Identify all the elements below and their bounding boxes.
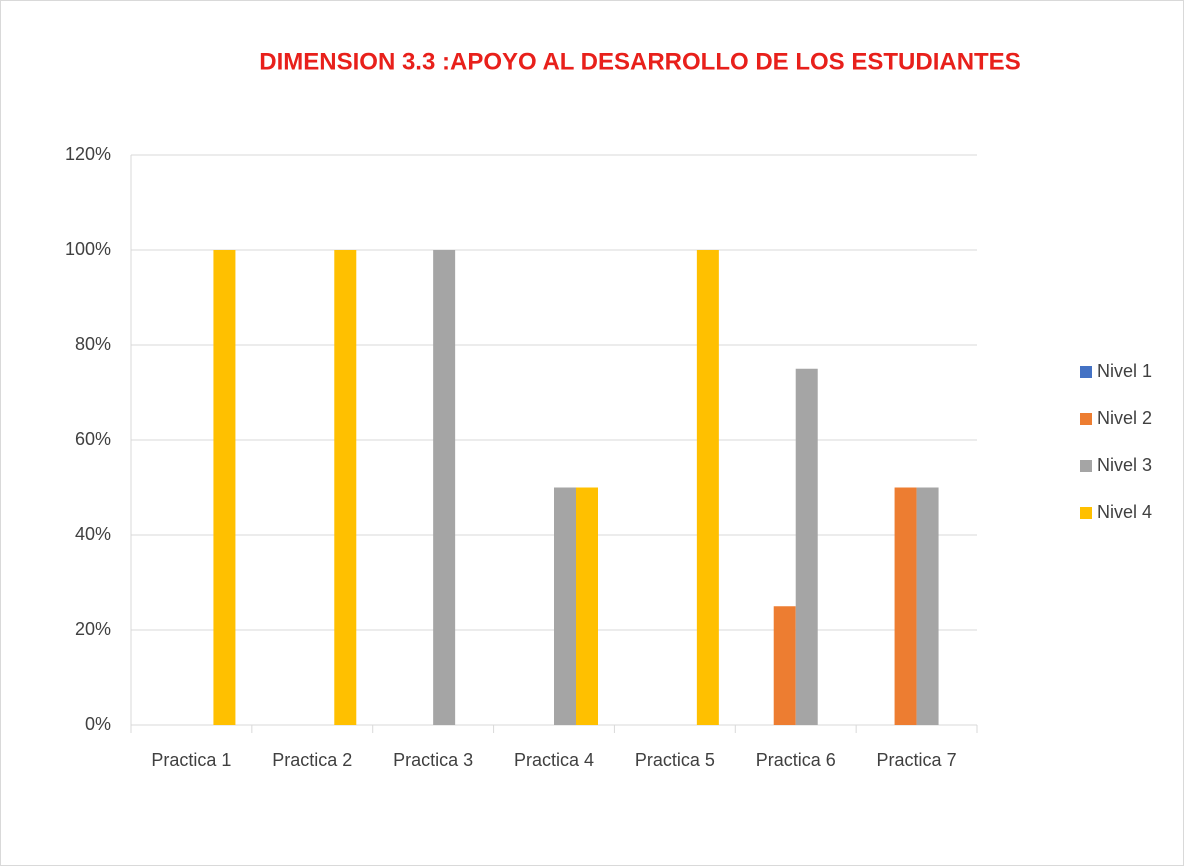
legend-swatch <box>1080 366 1092 378</box>
y-tick-label: 80% <box>75 334 111 354</box>
legend-swatch <box>1080 507 1092 519</box>
legend-label: Nivel 2 <box>1097 408 1152 428</box>
y-tick-label: 40% <box>75 524 111 544</box>
legend-swatch <box>1080 460 1092 472</box>
y-tick-label: 60% <box>75 429 111 449</box>
legend-label: Nivel 4 <box>1097 502 1152 522</box>
x-tick-label: Practica 2 <box>272 750 352 770</box>
y-tick-label: 120% <box>65 144 111 164</box>
bar <box>433 250 456 725</box>
legend-label: Nivel 1 <box>1097 361 1152 381</box>
bar <box>894 487 917 725</box>
legend-swatch <box>1080 413 1092 425</box>
x-tick-label: Practica 6 <box>756 750 836 770</box>
legend-label: Nivel 3 <box>1097 455 1152 475</box>
bar <box>773 606 796 725</box>
x-tick-label: Practica 7 <box>877 750 957 770</box>
chart-title: DIMENSION 3.3 :APOYO AL DESARROLLO DE LO… <box>259 48 1020 75</box>
bar <box>696 250 719 725</box>
x-tick-label: Practica 1 <box>151 750 231 770</box>
bar <box>213 250 236 725</box>
bar <box>795 368 818 725</box>
bar <box>334 250 357 725</box>
bar <box>916 487 939 725</box>
bar <box>576 487 598 725</box>
y-tick-label: 20% <box>75 619 111 639</box>
x-tick-label: Practica 3 <box>393 750 473 770</box>
y-tick-label: 0% <box>85 714 111 734</box>
x-tick-label: Practica 5 <box>635 750 715 770</box>
bar <box>554 487 576 725</box>
x-tick-label: Practica 4 <box>514 750 594 770</box>
y-tick-label: 100% <box>65 239 111 259</box>
